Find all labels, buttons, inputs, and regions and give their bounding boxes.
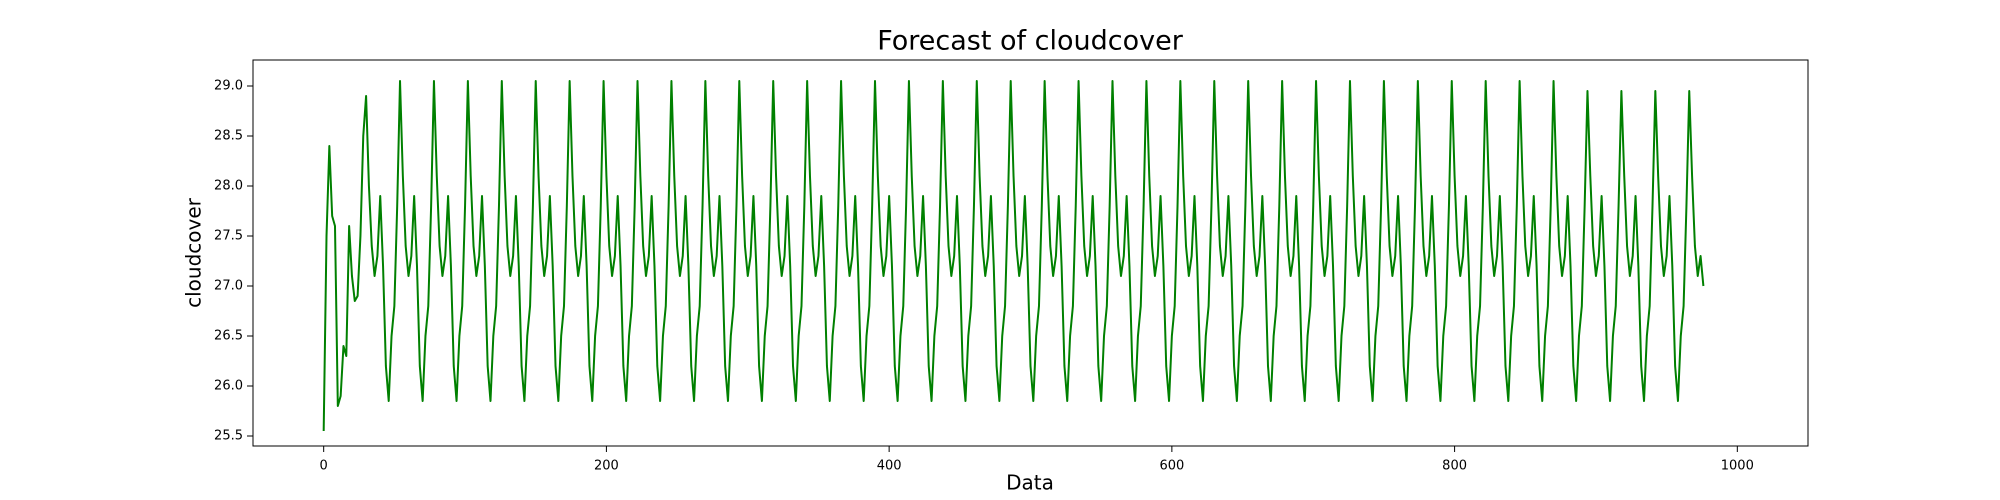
x-tick-label: 600 bbox=[1159, 459, 1184, 474]
y-tick-label: 27.5 bbox=[214, 229, 243, 244]
x-tick-label: 0 bbox=[320, 459, 328, 474]
x-tick-label: 800 bbox=[1442, 459, 1467, 474]
data-line bbox=[322, 80, 1705, 432]
x-axis-label: Data bbox=[1006, 471, 1054, 495]
y-axis-label: cloudcover bbox=[182, 197, 206, 308]
y-tick-label: 28.0 bbox=[214, 179, 243, 194]
x-tick-label: 1000 bbox=[1721, 459, 1754, 474]
y-tick-label: 29.0 bbox=[214, 79, 243, 94]
plot-frame bbox=[252, 59, 1809, 447]
y-tick-label: 26.5 bbox=[214, 329, 243, 344]
y-tick-label: 26.0 bbox=[214, 379, 243, 394]
y-tick-label: 25.5 bbox=[214, 429, 243, 444]
y-tick-label: 27.0 bbox=[214, 279, 243, 294]
chart-title: Forecast of cloudcover bbox=[877, 26, 1184, 57]
y-tick-label: 28.5 bbox=[214, 129, 243, 144]
x-tick-label: 400 bbox=[877, 459, 902, 474]
x-tick-label: 200 bbox=[594, 459, 619, 474]
